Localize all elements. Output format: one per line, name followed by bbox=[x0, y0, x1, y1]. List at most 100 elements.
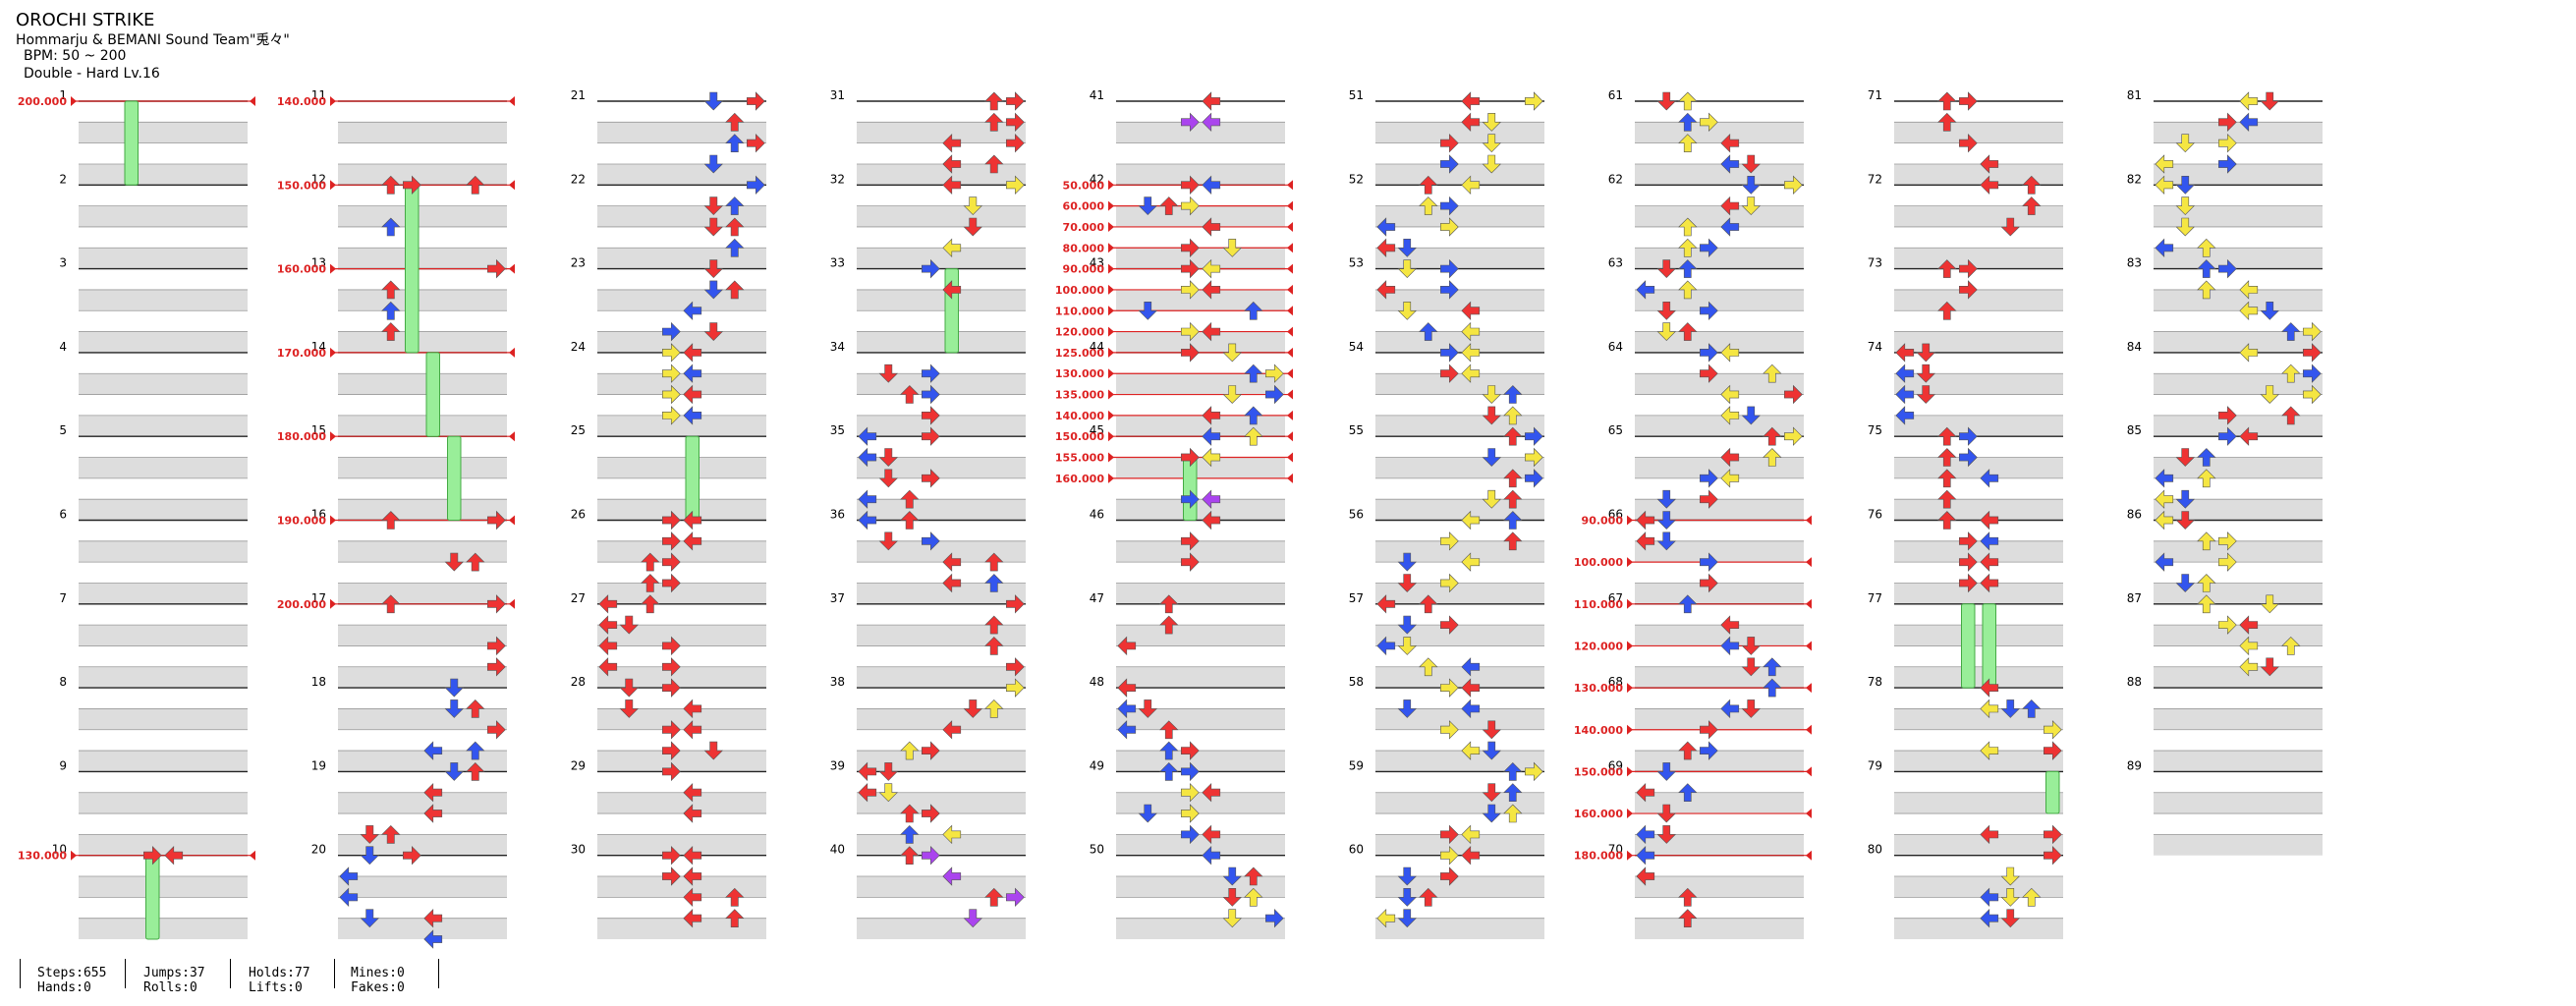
bpm-marker-left bbox=[1108, 473, 1114, 483]
down-arrow-icon bbox=[703, 741, 724, 760]
bpm-marker-right bbox=[1287, 200, 1293, 211]
down-arrow-icon bbox=[1656, 91, 1677, 111]
left-arrow-icon bbox=[1202, 845, 1221, 866]
up-arrow-icon bbox=[381, 322, 401, 341]
left-arrow-icon bbox=[1461, 112, 1481, 133]
bpm-marker-left bbox=[1627, 809, 1633, 819]
left-arrow-icon bbox=[683, 699, 702, 719]
bpm-label: 140.000 bbox=[1055, 410, 1104, 422]
bpm-label: 110.000 bbox=[1055, 305, 1104, 317]
right-arrow-icon bbox=[1440, 133, 1459, 153]
right-arrow-icon bbox=[747, 133, 765, 153]
up-arrow-icon bbox=[1678, 280, 1698, 300]
up-arrow-icon bbox=[641, 594, 660, 614]
right-arrow-icon bbox=[2303, 343, 2322, 363]
up-arrow-icon bbox=[1678, 134, 1698, 152]
beat-band bbox=[79, 625, 248, 646]
measure-number: 46 bbox=[1090, 508, 1104, 522]
beat-band bbox=[1894, 331, 2063, 353]
down-arrow-icon bbox=[1656, 825, 1677, 844]
up-arrow-icon bbox=[1763, 657, 1782, 677]
down-arrow-icon bbox=[878, 469, 899, 488]
left-arrow-icon bbox=[1461, 824, 1481, 845]
bpm-marker-right bbox=[1806, 641, 1812, 651]
up-arrow-icon bbox=[900, 511, 920, 530]
bpm-label: 125.000 bbox=[1055, 347, 1104, 360]
beat-band bbox=[2154, 792, 2323, 814]
beat-band bbox=[597, 792, 766, 814]
bpm-marker-left bbox=[330, 431, 336, 442]
measure-number: 88 bbox=[2127, 675, 2142, 689]
bpm-label: 140.000 bbox=[277, 95, 326, 108]
left-arrow-icon bbox=[1636, 531, 1655, 551]
bpm-marker-left bbox=[1108, 452, 1114, 463]
beat-band bbox=[1894, 122, 2063, 143]
up-arrow-icon bbox=[900, 385, 920, 404]
up-arrow-icon bbox=[725, 196, 745, 215]
bpm-label: 60.000 bbox=[1063, 200, 1105, 213]
right-arrow-icon bbox=[662, 636, 681, 656]
beat-band bbox=[857, 415, 1026, 437]
beat-band bbox=[1894, 666, 2063, 689]
left-arrow-icon bbox=[942, 175, 962, 196]
right-arrow-icon bbox=[662, 343, 681, 363]
right-arrow-icon bbox=[2303, 384, 2322, 405]
right-arrow-icon bbox=[922, 384, 940, 405]
left-arrow-icon bbox=[2155, 154, 2174, 174]
left-arrow-icon bbox=[1202, 782, 1221, 803]
down-arrow-icon bbox=[1656, 531, 1677, 551]
beat-band bbox=[79, 373, 248, 395]
up-arrow-icon bbox=[900, 824, 920, 844]
up-arrow-icon bbox=[900, 741, 920, 760]
left-arrow-icon bbox=[1980, 510, 1999, 531]
measure-number: 69 bbox=[1608, 758, 1623, 772]
beat-band bbox=[1375, 289, 1544, 311]
beat-band bbox=[2154, 122, 2323, 143]
right-arrow-icon bbox=[1440, 845, 1459, 866]
beat-band bbox=[857, 708, 1026, 730]
down-arrow-icon bbox=[703, 322, 724, 342]
left-arrow-icon bbox=[683, 887, 702, 908]
down-arrow-icon bbox=[2260, 594, 2280, 614]
down-arrow-icon bbox=[2175, 511, 2196, 530]
bpm-marker-right bbox=[1287, 473, 1293, 483]
up-arrow-icon bbox=[984, 91, 1004, 111]
beat-band bbox=[338, 331, 507, 353]
down-arrow-icon bbox=[2175, 134, 2196, 153]
right-arrow-icon bbox=[1700, 469, 1718, 488]
right-arrow-icon bbox=[662, 321, 681, 342]
right-arrow-icon bbox=[747, 91, 765, 111]
right-arrow-icon bbox=[1959, 447, 1978, 468]
right-arrow-icon bbox=[1959, 258, 1978, 279]
beat-band bbox=[1116, 373, 1285, 395]
up-arrow-icon bbox=[984, 574, 1004, 592]
left-arrow-icon bbox=[1720, 447, 1740, 468]
measure-number: 59 bbox=[1349, 758, 1364, 772]
down-arrow-icon bbox=[878, 531, 899, 551]
right-arrow-icon bbox=[662, 720, 681, 740]
up-arrow-icon bbox=[900, 804, 920, 823]
beat-band bbox=[857, 834, 1026, 856]
beat-band bbox=[857, 457, 1026, 478]
beat-band bbox=[1894, 834, 2063, 856]
up-arrow-icon bbox=[1503, 469, 1523, 488]
beat-band bbox=[79, 876, 248, 898]
measure-number: 51 bbox=[1349, 88, 1364, 102]
up-arrow-icon bbox=[381, 280, 401, 300]
down-arrow-icon bbox=[1741, 196, 1762, 216]
beat-band bbox=[1894, 289, 2063, 311]
right-arrow-icon bbox=[1700, 720, 1718, 740]
measure-number: 8 bbox=[59, 675, 67, 689]
up-arrow-icon bbox=[984, 552, 1004, 572]
beat-band bbox=[1894, 540, 2063, 563]
bpm-label: 180.000 bbox=[277, 430, 326, 443]
up-arrow-icon bbox=[1937, 301, 1957, 320]
down-arrow-icon bbox=[1397, 909, 1418, 928]
up-arrow-icon bbox=[725, 134, 745, 152]
measure-number: 15 bbox=[311, 423, 326, 437]
beat-band bbox=[2154, 457, 2323, 478]
left-arrow-icon bbox=[1376, 636, 1396, 656]
up-arrow-icon bbox=[1678, 91, 1698, 111]
left-arrow-icon bbox=[683, 363, 702, 383]
up-arrow-icon bbox=[1244, 866, 1263, 886]
